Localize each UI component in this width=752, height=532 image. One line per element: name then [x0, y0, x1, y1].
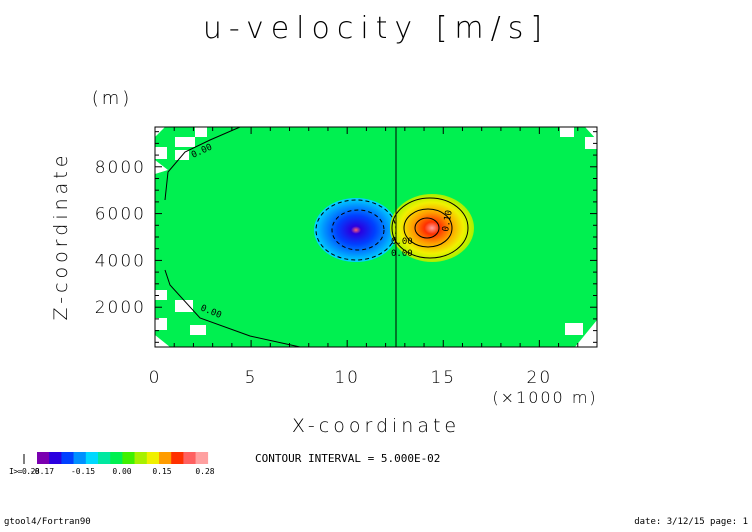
- negative-vortex: [314, 198, 398, 262]
- plot-area: 0.00 0.00 0.00 0.00 0.10: [155, 127, 597, 347]
- colorbar-swatch: [49, 452, 62, 464]
- colorbar-swatch: [159, 452, 172, 464]
- x-tick-label: 5: [245, 368, 258, 388]
- chart-title: u-velocity [m/s]: [203, 11, 549, 46]
- footer-left: gtool4/Fortran90: [4, 517, 91, 527]
- zero-contour-upper: [164, 127, 241, 201]
- contour-label: 0.00: [391, 237, 413, 247]
- colorbar-swatch: [146, 452, 160, 464]
- colorbar-tick-label: 0.28: [195, 467, 214, 476]
- y-axis: 2000 4000 6000 8000: [95, 131, 597, 343]
- colorbar-left-label: I>=0.28: [9, 467, 40, 476]
- x-tick-label: 10: [334, 368, 360, 388]
- colorbar-tick-label: -0.17: [30, 467, 54, 476]
- colorbar-swatch: [122, 452, 135, 464]
- positive-vortex: [390, 194, 474, 262]
- y-tick-label: 2000: [95, 298, 146, 318]
- colorbar-swatch: [110, 452, 123, 464]
- contour-label: 0.00: [391, 249, 413, 259]
- colorbar-swatch: [61, 452, 74, 464]
- y-axis-label: Z-coordinate: [50, 152, 72, 321]
- y-tick-label: 6000: [95, 205, 146, 225]
- colorbar-swatch: [98, 452, 111, 464]
- colorbar-tick-label: 0.00: [112, 467, 131, 476]
- colorbar-swatch: [171, 452, 184, 464]
- colorbar-swatch: [195, 452, 209, 464]
- contour-interval: CONTOUR INTERVAL = 5.000E-02: [255, 452, 440, 465]
- x-axis-unit: (×1000 m): [492, 388, 597, 407]
- footer-right: date: 3/12/15 page: 1: [634, 517, 748, 527]
- y-tick-label: 8000: [95, 158, 146, 178]
- colorbar-swatch: [183, 452, 196, 464]
- colorbar-swatch: [73, 452, 87, 464]
- x-tick-label: 15: [430, 368, 456, 388]
- x-tick-label: 0: [149, 368, 162, 388]
- y-tick-label: 4000: [95, 251, 146, 271]
- colorbar-tick-label: 0.15: [152, 467, 171, 476]
- x-axis-label: X-coordinate: [292, 415, 460, 437]
- colorbar-tick-label: -0.15: [71, 467, 95, 476]
- colorbar-swatch: [37, 452, 50, 464]
- colorbar-swatch: [85, 452, 99, 464]
- x-tick-label: 20: [527, 368, 553, 388]
- contour-label: 0.10: [441, 209, 455, 232]
- colorbar: -0.17 -0.15 0.00 0.15 0.28: [23, 452, 215, 476]
- x-axis: 0 5 10 15 20: [149, 127, 598, 388]
- corner-pattern: [155, 127, 597, 347]
- y-axis-unit: (m): [92, 88, 133, 109]
- zero-contour-lower: [164, 269, 301, 347]
- colorbar-swatch: [134, 452, 148, 464]
